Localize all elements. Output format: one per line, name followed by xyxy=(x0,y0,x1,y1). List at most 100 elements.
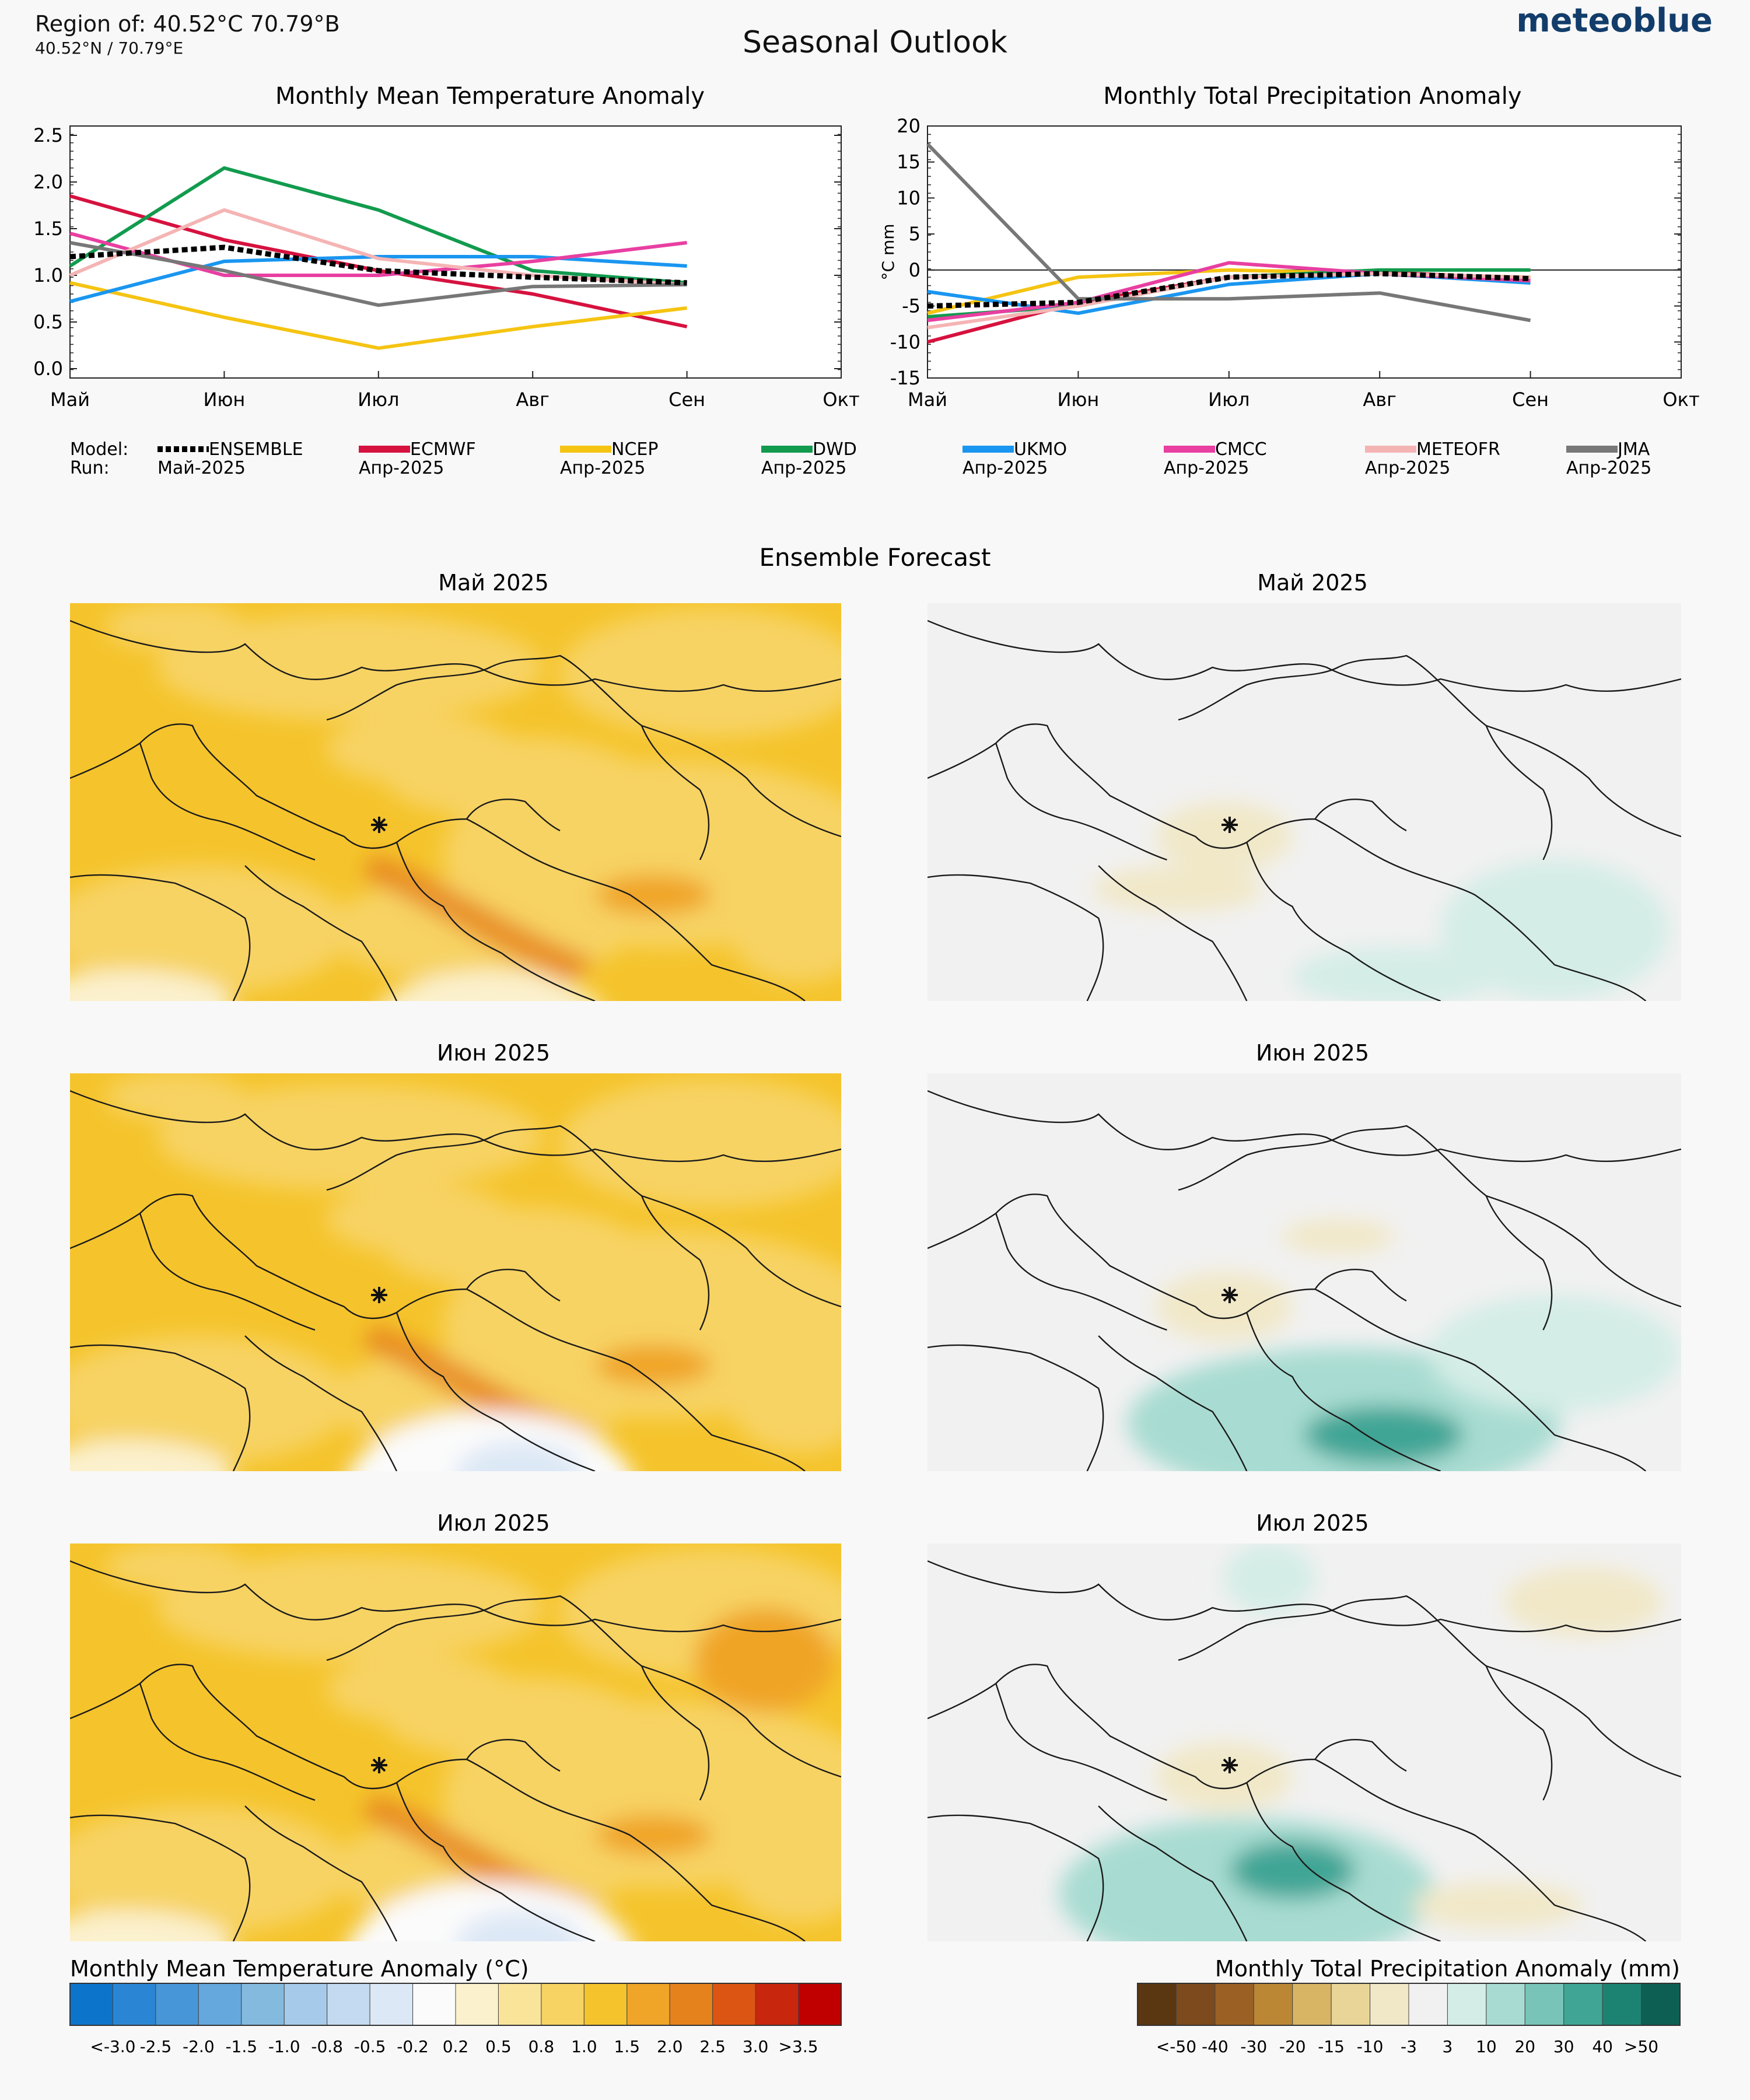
anomaly-area xyxy=(327,1184,513,1254)
location-marker-icon xyxy=(1221,1757,1238,1773)
precip-xtick-label: Сен xyxy=(1512,388,1549,411)
precip-color-scale: <-50 -40 -30 -20 -15 -10 -3 3 10 20 30 40 >50 xyxy=(1137,1983,1681,2056)
page-title: Seasonal Outlook xyxy=(743,25,1007,60)
country-borders xyxy=(70,621,841,1001)
cool-area xyxy=(456,1441,583,1471)
precip-scale-label: -10 xyxy=(1357,2037,1384,2056)
precipitation-chart: Monthly Total Precipitation Anomaly °C m… xyxy=(878,83,1700,411)
anomaly-area xyxy=(560,1079,841,1208)
precipitation-chart-ylabel: °C mm xyxy=(878,223,898,280)
precip-series-jma xyxy=(926,142,1531,323)
precip-scale-title: Monthly Total Precipitation Anomaly (mm) xyxy=(1215,1956,1680,1982)
coords-label: 40.52°N / 70.79°E xyxy=(35,38,183,58)
precip-scale-swatch xyxy=(1175,1983,1216,2026)
legend-model-name: ECMWF xyxy=(410,439,476,460)
temp-scale-swatch xyxy=(626,1983,670,2026)
legend-model-name: UKMO xyxy=(1014,439,1067,460)
precip-scale-swatch xyxy=(1292,1983,1332,2026)
country-borders xyxy=(928,621,1681,1001)
temp-scale-swatch xyxy=(669,1983,713,2026)
wet-area xyxy=(1058,1818,1435,1941)
temp-scale-label: 0.5 xyxy=(485,2037,512,2056)
dry-area xyxy=(1503,1567,1663,1637)
anomaly-area xyxy=(70,866,350,994)
temp-scale-swatch xyxy=(412,1983,456,2026)
precip-map-title: Июн 2025 xyxy=(1256,1040,1369,1066)
wet-area xyxy=(1440,860,1669,1000)
legend-run-date: Апр-2025 xyxy=(560,458,645,478)
dry-area xyxy=(1412,1882,1583,1929)
temp-scale-label: -1.0 xyxy=(268,2037,300,2056)
temp-scale-frame xyxy=(69,1983,842,2026)
precip-scale-label: >50 xyxy=(1624,2037,1658,2056)
anomaly-area xyxy=(105,603,245,650)
legend-model-label: Model: xyxy=(70,439,128,460)
precip-scale-swatch xyxy=(1602,1983,1642,2026)
dry-area xyxy=(1155,802,1293,872)
temp-ytick-label: 1.0 xyxy=(33,264,63,286)
anomaly-area xyxy=(105,1073,245,1120)
precip-scale-label: 3 xyxy=(1443,2037,1453,2056)
anomaly-area xyxy=(729,1348,841,1452)
precip-series-ensemble xyxy=(927,271,1531,309)
precip-scale-label: -3 xyxy=(1401,2037,1417,2056)
temp-map-0 xyxy=(70,603,841,1001)
temp-xtick-label: Окт xyxy=(822,388,859,411)
temp-scale-label: 2.5 xyxy=(699,2037,726,2056)
temp-series-dwd xyxy=(69,166,687,285)
precip-ytick-label: -10 xyxy=(890,331,921,353)
temp-xtick-label: Сен xyxy=(668,388,705,411)
brand-logo: meteoblue xyxy=(1516,2,1713,40)
precip-scale-label: 10 xyxy=(1476,2037,1497,2056)
precip-scale-swatch xyxy=(1137,1983,1177,2026)
temp-xtick-label: Июн xyxy=(204,388,246,411)
wet-area xyxy=(1224,1544,1315,1614)
precip-scale-label: -15 xyxy=(1318,2037,1345,2056)
precip-ytick-label: 15 xyxy=(897,151,921,173)
precip-xtick-label: Окт xyxy=(1662,388,1699,411)
temp-scale-title: Monthly Mean Temperature Anomaly (°C) xyxy=(70,1956,529,1982)
anomaly-area xyxy=(327,1654,513,1724)
temp-series-jma xyxy=(69,241,687,307)
temp-scale-swatch xyxy=(541,1983,584,2026)
precip-scale-swatch xyxy=(1214,1983,1254,2026)
legend-model-name: DWD xyxy=(813,439,857,460)
dry-area xyxy=(1093,866,1264,912)
very-wet-area xyxy=(1229,1841,1355,1899)
temp-scale-label: -2.5 xyxy=(140,2037,172,2056)
temp-scale-swatch xyxy=(712,1983,756,2026)
precip-scale-swatch xyxy=(1524,1983,1564,2026)
anomaly-area xyxy=(694,1608,834,1713)
anomaly-area xyxy=(595,874,712,915)
warm-band xyxy=(362,854,595,982)
precip-scale-swatch xyxy=(1486,1983,1525,2026)
precip-ytick-label: 10 xyxy=(897,187,921,209)
anomaly-area xyxy=(560,609,841,737)
precip-scale-label: <-50 xyxy=(1156,2037,1196,2056)
location-marker-icon xyxy=(371,1287,387,1303)
legend-run-date: Апр-2025 xyxy=(1164,458,1249,478)
precip-ytick-label: -5 xyxy=(902,295,921,317)
temp-scale-swatch xyxy=(69,1983,113,2026)
dry-area xyxy=(1155,1272,1293,1342)
precip-map-0 xyxy=(928,603,1681,1001)
precip-scale-swatch xyxy=(1447,1983,1487,2026)
temp-map-title: Июл 2025 xyxy=(437,1510,550,1536)
temp-scale-swatch xyxy=(241,1983,285,2026)
legend-run-date: Апр-2025 xyxy=(359,458,444,478)
legend-run-label: Run: xyxy=(70,458,110,478)
legend-model-name: CMCC xyxy=(1215,439,1267,460)
temperature-chart-title: Monthly Mean Temperature Anomaly xyxy=(275,83,705,110)
location-marker-icon xyxy=(1221,817,1238,833)
ensemble-title: Ensemble Forecast xyxy=(759,543,991,572)
temp-scale-swatch xyxy=(583,1983,628,2026)
location-marker-icon xyxy=(1221,1287,1238,1303)
precip-map-2 xyxy=(928,1544,1681,1941)
anomaly-area xyxy=(729,1818,841,1923)
anomaly-area xyxy=(729,877,841,982)
dry-area xyxy=(1155,1742,1293,1812)
temp-map-title: Май 2025 xyxy=(438,570,549,596)
temp-xtick-label: Июл xyxy=(358,388,399,411)
location-marker-icon xyxy=(371,1757,387,1773)
temp-map-title: Июн 2025 xyxy=(437,1040,550,1066)
